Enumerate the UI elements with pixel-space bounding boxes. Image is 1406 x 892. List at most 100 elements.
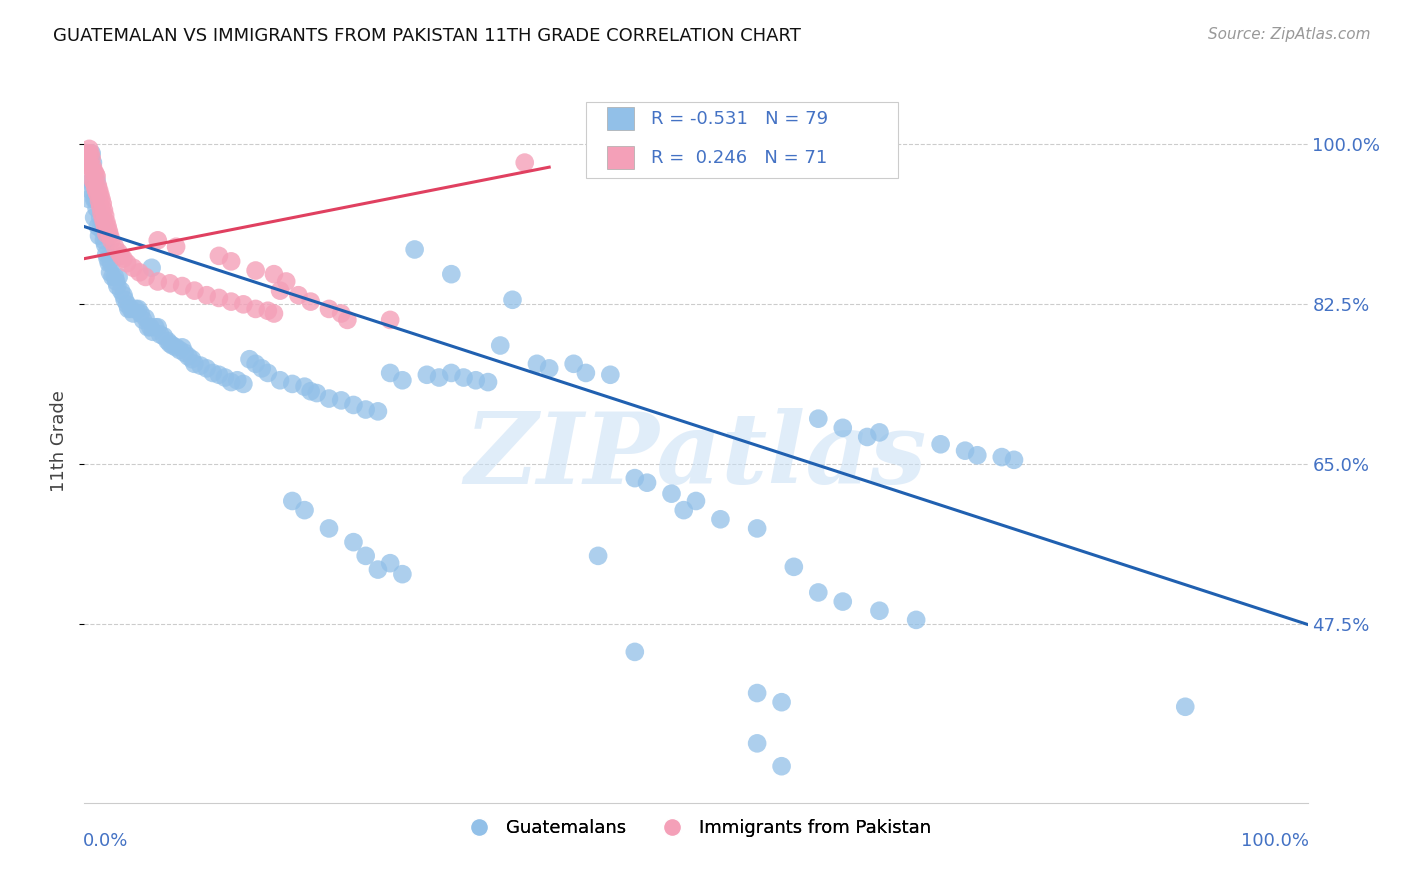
Y-axis label: 11th Grade: 11th Grade (51, 391, 69, 492)
Point (562, 357, 585, 371)
Point (100, 256, 122, 270)
Point (624, 471, 647, 485)
Point (219, 375, 242, 389)
Point (93, 233, 115, 247)
Point (114, 293, 136, 307)
Point (136, 320, 159, 334)
Point (330, 393, 353, 408)
Point (281, 376, 304, 391)
Point (367, 563, 389, 577)
Point (165, 240, 187, 254)
Point (115, 256, 138, 270)
Point (190, 359, 212, 373)
Point (79, 160, 101, 174)
Point (219, 294, 242, 309)
Point (165, 340, 187, 354)
Point (869, 425, 891, 440)
Point (117, 301, 139, 316)
Point (82, 174, 104, 188)
Point (464, 373, 486, 387)
Point (122, 260, 145, 275)
Point (146, 233, 169, 247)
Point (86, 202, 108, 216)
Point (128, 265, 150, 279)
Point (162, 338, 184, 352)
Point (287, 288, 309, 302)
Point (1002, 453, 1025, 467)
Point (122, 306, 145, 320)
Point (214, 370, 236, 384)
Point (89, 211, 111, 225)
Point (232, 297, 254, 311)
Point (342, 535, 364, 549)
Point (380, 366, 402, 380)
Point (127, 301, 149, 316)
Point (929, 437, 952, 451)
Point (807, 411, 830, 425)
Point (624, 645, 647, 659)
Point (281, 494, 304, 508)
Point (869, 604, 891, 618)
Point (294, 379, 316, 393)
Point (83, 165, 105, 179)
Point (91, 224, 114, 238)
Bar (606, 146, 634, 169)
Point (112, 288, 135, 302)
Point (257, 303, 280, 318)
Point (149, 327, 172, 342)
Point (84, 192, 107, 206)
FancyBboxPatch shape (586, 102, 898, 178)
Point (98, 265, 121, 279)
Point (110, 284, 132, 298)
Point (143, 320, 166, 334)
Point (391, 567, 413, 582)
Point (905, 613, 928, 627)
Point (1174, 699, 1197, 714)
Point (404, 243, 426, 257)
Point (90, 219, 112, 234)
Point (120, 301, 142, 316)
Point (440, 267, 463, 281)
Point (807, 585, 830, 599)
Point (86, 174, 108, 188)
Point (87, 228, 110, 243)
Point (172, 279, 194, 293)
Point (201, 366, 224, 380)
Point (105, 279, 128, 293)
Point (831, 594, 853, 608)
Point (856, 430, 879, 444)
Point (747, 736, 769, 750)
Bar (606, 107, 634, 130)
Point (276, 275, 298, 289)
Point (80, 151, 103, 165)
Point (538, 361, 561, 376)
Point (146, 320, 169, 334)
Point (110, 249, 132, 263)
Point (80, 165, 103, 179)
Point (991, 450, 1014, 464)
Point (129, 306, 152, 320)
Point (173, 346, 195, 360)
Point (232, 376, 254, 391)
Point (336, 313, 359, 327)
Text: R =  0.246   N = 71: R = 0.246 N = 71 (651, 149, 827, 167)
Point (226, 373, 249, 387)
Point (98, 228, 121, 243)
Point (80, 174, 103, 188)
Point (177, 350, 200, 364)
Point (195, 361, 218, 376)
Point (208, 368, 231, 382)
Point (477, 375, 499, 389)
Point (342, 398, 364, 412)
Point (87, 178, 110, 193)
Point (91, 196, 114, 211)
Point (96, 247, 118, 261)
Point (263, 267, 285, 281)
Point (91, 211, 114, 225)
Point (380, 556, 402, 570)
Point (831, 421, 853, 435)
Point (77, 155, 100, 169)
Point (169, 343, 191, 357)
Point (77, 146, 100, 161)
Point (380, 313, 402, 327)
